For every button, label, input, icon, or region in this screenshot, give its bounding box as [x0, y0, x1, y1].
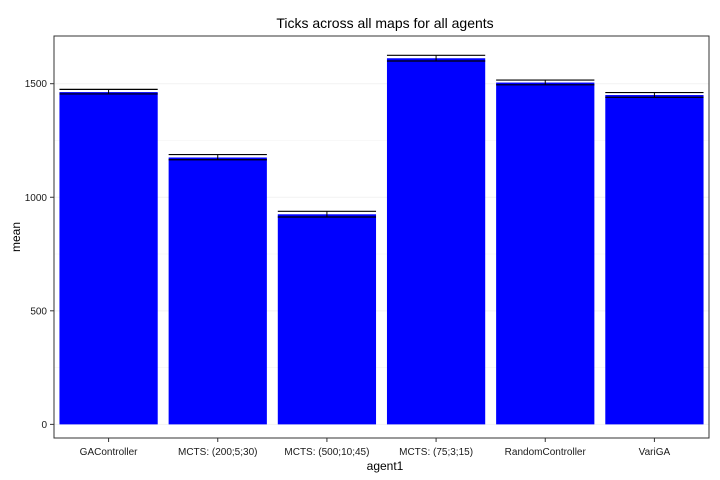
x-tick-label: MCTS: (500;10;45) [284, 447, 369, 458]
chart-title: Ticks across all maps for all agents [276, 15, 493, 31]
y-tick-label: 1500 [25, 79, 48, 90]
bar [168, 157, 267, 425]
bar [277, 214, 377, 425]
bar [386, 58, 486, 425]
bar [605, 95, 704, 425]
y-tick-label: 500 [30, 306, 47, 317]
y-tick-label: 0 [41, 420, 47, 431]
x-tick-label: MCTS: (200;5;30) [178, 447, 257, 458]
plot-background [54, 36, 709, 438]
bar [496, 82, 595, 425]
y-tick-label: 1000 [25, 193, 48, 204]
y-axis-title: mean [9, 222, 23, 252]
x-tick-label: MCTS: (75;3;15) [399, 447, 473, 458]
x-tick-label: RandomController [505, 447, 587, 458]
x-tick-label: VariGA [639, 447, 671, 458]
x-axis-title: agent1 [367, 459, 404, 473]
x-tick-label: GAController [80, 447, 138, 458]
plot-area: 0 500 1000 1500 GAController MCTS: (200;5;30)… [25, 35, 710, 458]
plot-border [53, 35, 710, 439]
bar [59, 92, 158, 425]
